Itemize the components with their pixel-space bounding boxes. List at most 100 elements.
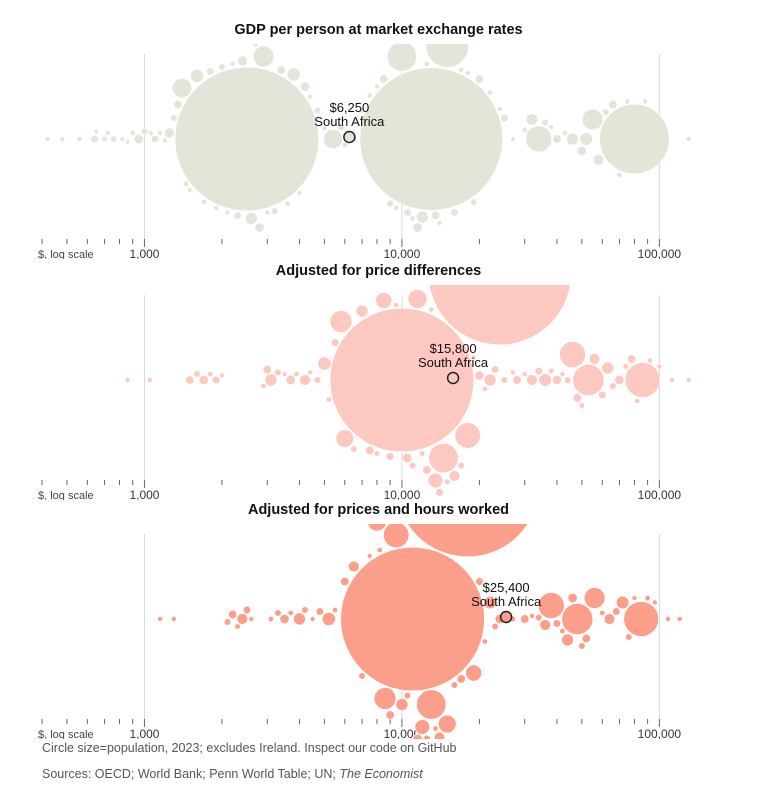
beeswarm-chart: $, log scale 1,000 10,000 100,000 $6,250Sout… xyxy=(38,44,692,259)
country-bubble xyxy=(520,614,530,624)
country-bubble xyxy=(264,209,271,216)
country-bubble xyxy=(190,69,204,83)
country-bubble xyxy=(631,595,638,601)
country-bubble xyxy=(614,375,625,385)
country-bubble xyxy=(359,107,366,114)
country-bubble xyxy=(157,616,163,622)
country-bubble xyxy=(561,633,574,647)
tick-label: 100,000 xyxy=(638,247,682,259)
country-bubble xyxy=(474,74,484,84)
country-bubble xyxy=(223,618,232,626)
country-bubble xyxy=(642,98,648,105)
chart-title: GDP per person at market exchange rates xyxy=(234,22,523,38)
country-bubble xyxy=(538,373,552,387)
country-bubble xyxy=(537,592,565,619)
country-bubble xyxy=(286,67,301,82)
tick-label: 1,000 xyxy=(129,727,159,739)
country-bubble xyxy=(386,44,417,72)
country-bubble xyxy=(321,125,328,132)
country-bubble xyxy=(164,127,175,139)
country-bubble xyxy=(133,134,144,144)
country-bubble xyxy=(566,132,579,146)
country-bubble xyxy=(365,445,375,456)
country-bubble xyxy=(548,368,555,374)
tick-label: 100,000 xyxy=(638,488,682,500)
country-bubble xyxy=(274,609,282,617)
country-bubble xyxy=(119,136,126,142)
axis-label: $, log scale xyxy=(38,490,94,500)
country-bubble xyxy=(669,377,675,383)
country-bubble xyxy=(228,609,238,620)
country-bubble xyxy=(470,198,478,206)
country-bubble xyxy=(601,361,615,375)
country-bubble xyxy=(656,363,663,370)
country-bubble xyxy=(599,103,670,175)
country-bubble xyxy=(483,373,497,387)
country-bubble xyxy=(483,595,497,610)
country-bubble xyxy=(321,612,336,626)
country-bubble xyxy=(622,363,629,370)
country-bubble xyxy=(348,560,360,573)
country-bubble xyxy=(315,607,324,616)
country-bubble xyxy=(332,607,339,613)
country-bubble xyxy=(124,377,131,383)
tick-label: 10,000 xyxy=(384,488,421,500)
country-bubble xyxy=(234,623,241,630)
country-bubble xyxy=(299,81,310,92)
country-bubble xyxy=(386,199,394,208)
country-bubble xyxy=(583,587,606,609)
country-bubble xyxy=(572,393,582,403)
country-bubble xyxy=(140,127,149,136)
country-bubble xyxy=(373,687,397,710)
highlight-marker xyxy=(343,130,356,144)
country-bubble xyxy=(561,603,594,635)
country-bubble xyxy=(403,691,411,700)
country-bubble xyxy=(299,374,311,386)
country-bubble xyxy=(475,577,484,586)
highlight-value: $6,250 xyxy=(329,100,369,115)
highlight-name: South Africa xyxy=(314,114,385,129)
country-bubble xyxy=(481,386,488,392)
country-bubble xyxy=(644,595,651,601)
country-bubble xyxy=(323,129,343,149)
country-bubble xyxy=(213,205,220,211)
country-bubble xyxy=(224,209,231,216)
country-bubble xyxy=(44,136,51,142)
tick-label: 1,000 xyxy=(129,247,159,259)
country-bubble xyxy=(262,364,272,375)
axis-label: $, log scale xyxy=(38,249,94,259)
country-bubble xyxy=(252,44,259,48)
country-bubble xyxy=(285,375,296,385)
country-bubble xyxy=(481,638,488,645)
country-bubble xyxy=(563,376,572,384)
tick-label: 1,000 xyxy=(129,488,159,500)
country-bubble xyxy=(287,610,294,616)
country-bubble xyxy=(170,114,178,122)
country-bubble xyxy=(444,479,451,485)
country-bubble xyxy=(470,354,477,361)
country-bubble xyxy=(665,616,671,622)
country-bubble xyxy=(254,222,265,233)
country-bubble xyxy=(422,734,431,739)
sources-publication: The Economist xyxy=(339,767,423,781)
country-bubble xyxy=(562,130,568,136)
country-bubble xyxy=(183,181,189,187)
country-bubble xyxy=(212,375,221,385)
country-bubble xyxy=(276,65,286,75)
country-bubble xyxy=(423,61,430,67)
country-bubble xyxy=(408,461,417,470)
country-bubble xyxy=(375,292,393,309)
country-bubble xyxy=(609,382,617,390)
country-bubble xyxy=(433,731,446,739)
country-bubble xyxy=(454,422,481,449)
country-bubble xyxy=(264,373,278,387)
country-bubble xyxy=(274,368,282,377)
country-bubble xyxy=(359,67,503,211)
sources: Sources: OECD; World Bank; Penn World Ta… xyxy=(42,767,423,781)
country-bubble xyxy=(293,371,300,377)
country-bubble xyxy=(552,134,562,144)
country-bubble xyxy=(465,664,483,682)
country-bubble xyxy=(578,642,586,650)
country-bubble xyxy=(236,613,249,625)
country-bubble xyxy=(244,212,258,225)
